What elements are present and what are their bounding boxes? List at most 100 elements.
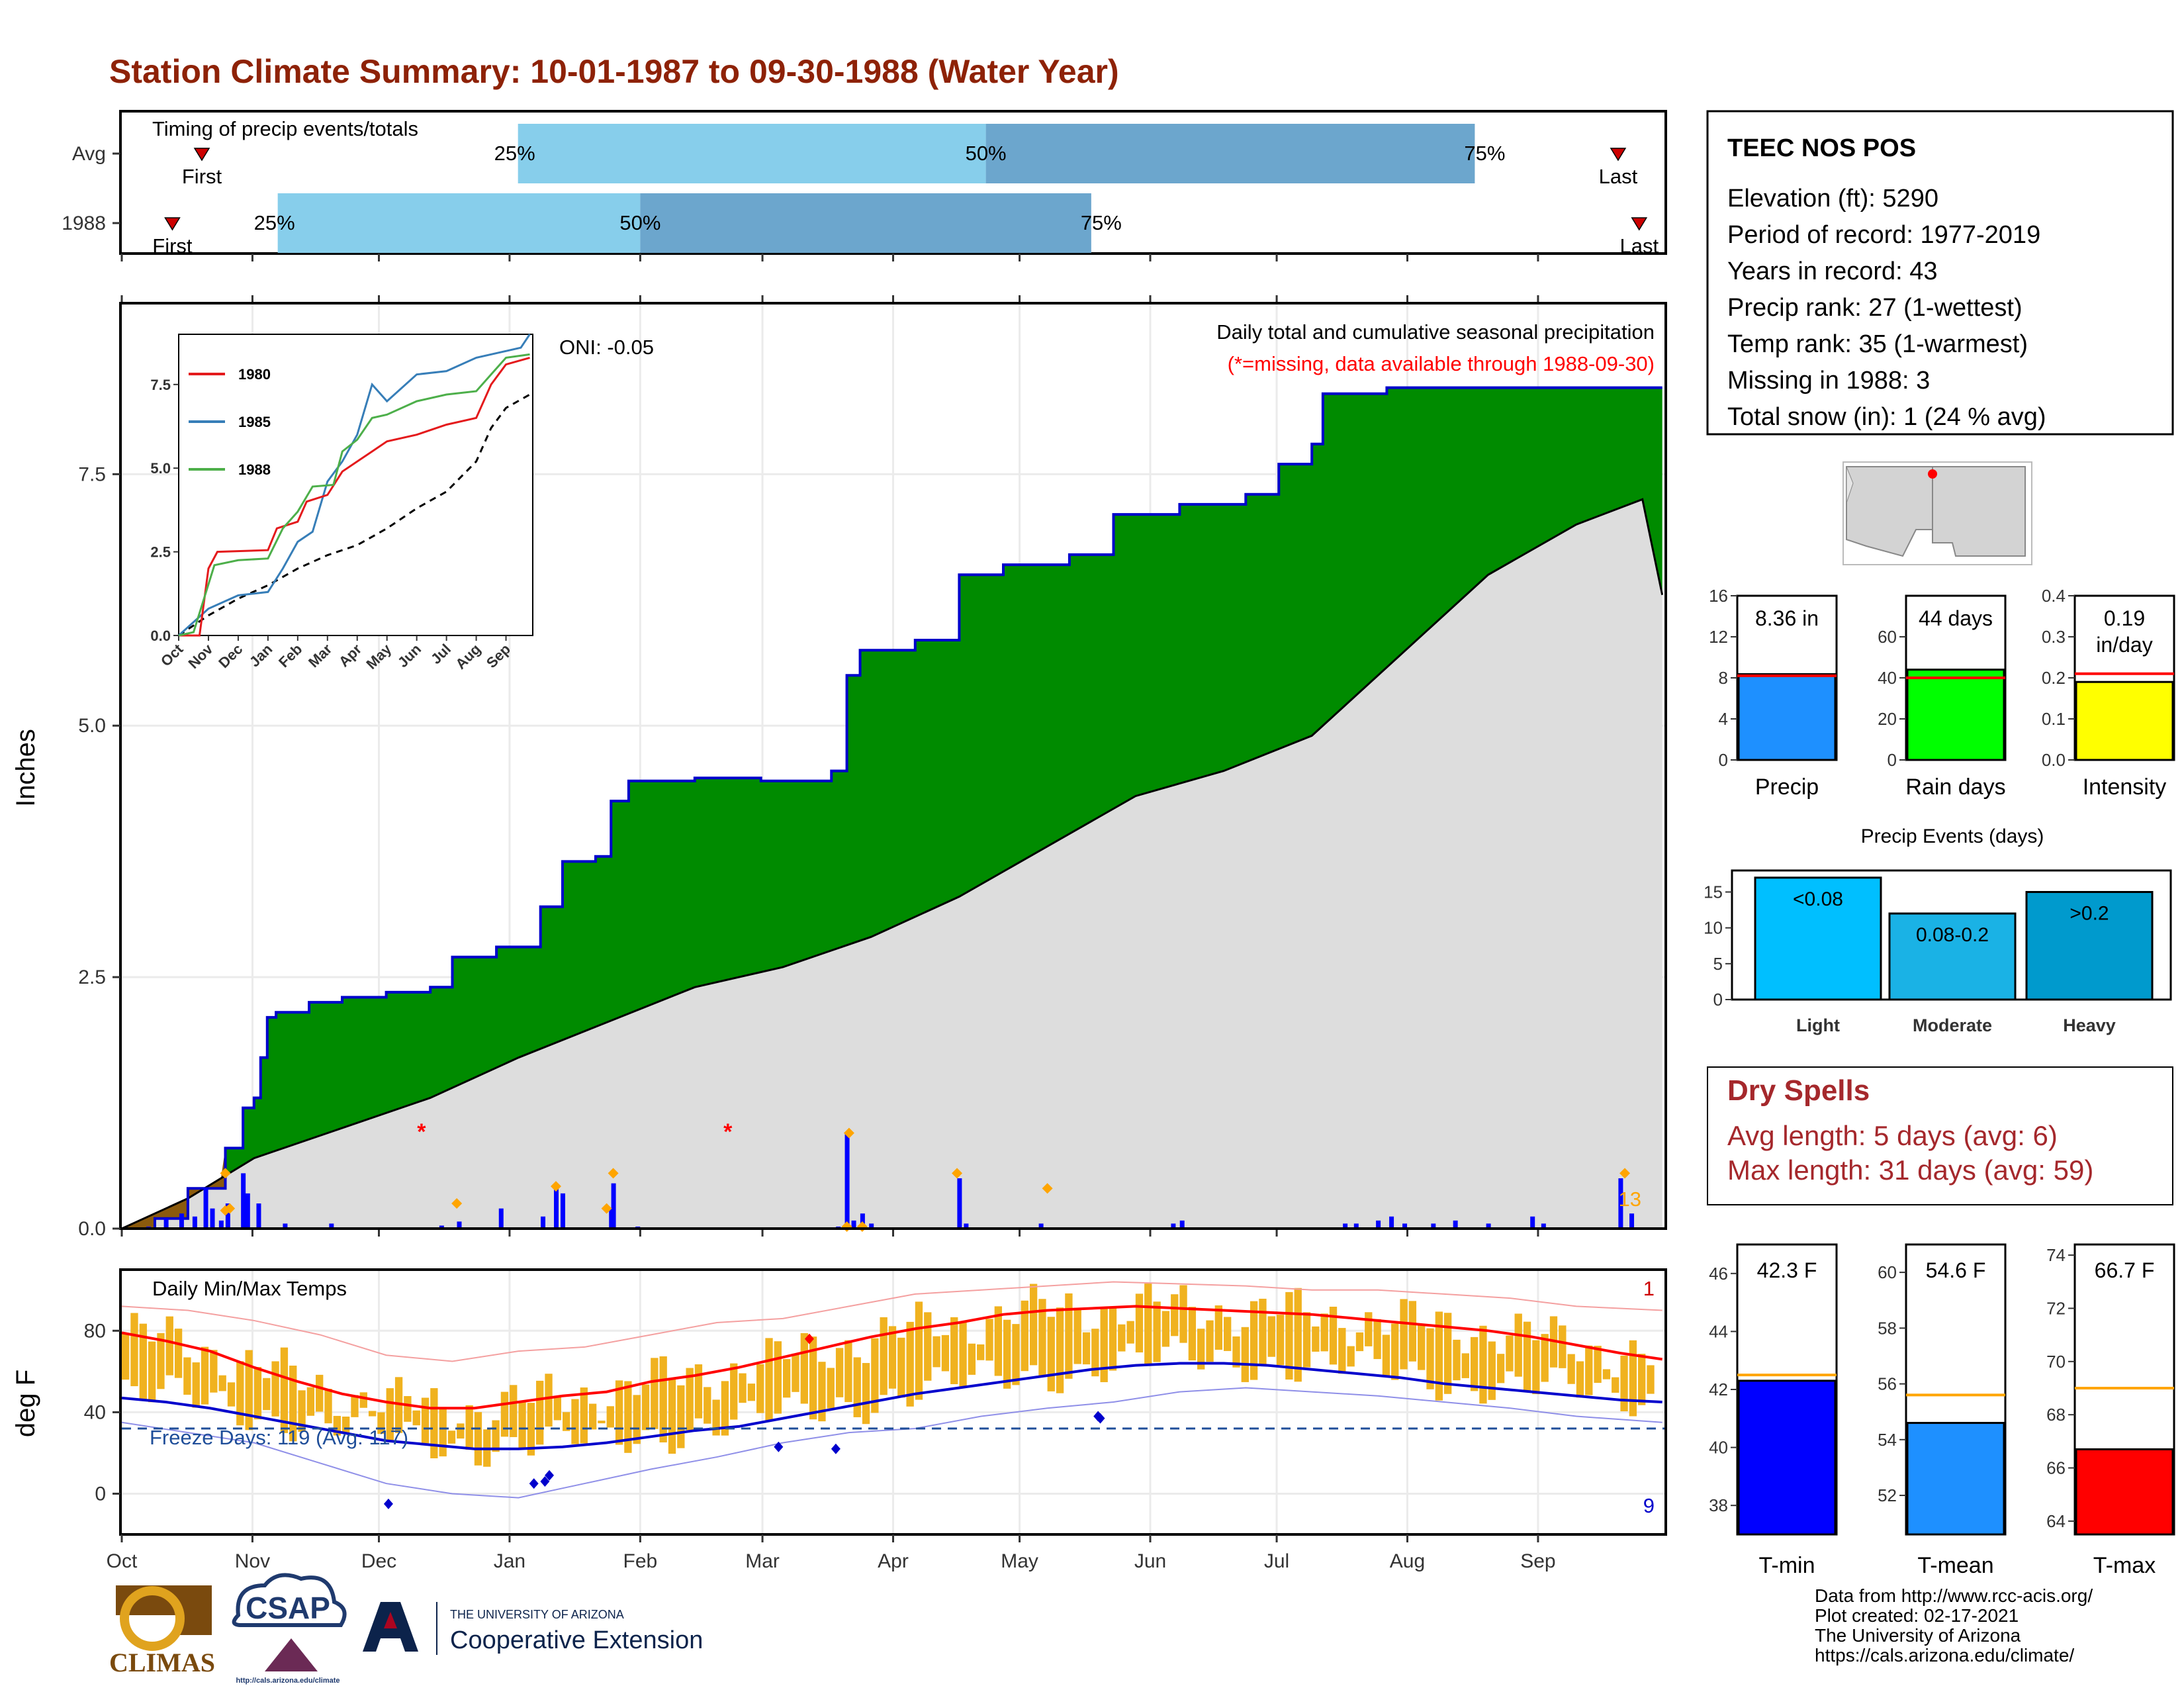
- daily-temp-range-bar: [553, 1396, 562, 1421]
- inset-y-tick-label: 5.0: [150, 460, 171, 477]
- average-precip-area: [122, 499, 1662, 1229]
- daily-precip-bar: [1629, 1213, 1635, 1229]
- daily-temp-range-bar: [730, 1363, 738, 1420]
- record-low-marker-icon: [529, 1478, 539, 1489]
- month-label: Nov: [235, 1550, 270, 1572]
- events-category-label: Moderate: [1913, 1015, 1992, 1035]
- daily-temp-range-bar: [1021, 1300, 1028, 1372]
- record-min-line: [121, 1387, 1662, 1499]
- credit-line: The University of Arizona: [1815, 1625, 2021, 1646]
- csap-cloud-icon: [232, 1573, 347, 1627]
- csap-logo-text: CSAP: [246, 1591, 330, 1625]
- daily-temp-range-bar: [377, 1412, 385, 1434]
- daily-precip-bar: [203, 1188, 208, 1229]
- daily-temp-range-bar: [148, 1341, 156, 1403]
- csap-logo: CSAP http://cals.arizona.edu/climate: [232, 1573, 347, 1685]
- daily-temp-range-bar: [298, 1390, 306, 1432]
- daily-precip-bar: [225, 1203, 230, 1229]
- daily-temp-range-bar: [174, 1329, 183, 1378]
- daily-temp-range-bar: [721, 1381, 729, 1436]
- timing-last-label: Last: [1619, 234, 1659, 258]
- daily-temp-range-bar: [1012, 1324, 1020, 1385]
- timing-bar-25-50: [518, 124, 986, 183]
- station-info-line: Elevation (ft): 5290: [1727, 185, 1938, 212]
- daily-temp-range-bar: [316, 1374, 324, 1412]
- temp-summary-bar: [1906, 1422, 2005, 1536]
- temp-summary-tick-label: 54: [1878, 1430, 1897, 1450]
- daily-temp-range-bar: [439, 1407, 447, 1457]
- daily-temp-range-bar: [1003, 1319, 1011, 1389]
- temp-summary-tick-label: 40: [1709, 1438, 1728, 1458]
- daily-temp-range-bar: [800, 1333, 808, 1404]
- daily-temp-range-bar: [950, 1317, 958, 1385]
- daily-temp-range-bar: [1559, 1325, 1567, 1368]
- daily-temp-range-bar: [1294, 1288, 1302, 1382]
- daily-temp-range-bar: [545, 1374, 553, 1427]
- daily-temp-range-bar: [1206, 1320, 1214, 1362]
- inset-1980-line: [179, 356, 530, 637]
- last-marker-icon: [1610, 148, 1627, 162]
- record-max-line: [121, 1281, 1662, 1362]
- precip-summary-tick-label: 60: [1878, 627, 1897, 647]
- daily-temp-range-bar: [1435, 1311, 1443, 1401]
- daily-precip-bar: [611, 1183, 616, 1229]
- daily-temp-range-bar: [739, 1373, 747, 1403]
- daily-temp-range-bar: [1188, 1307, 1197, 1361]
- daily-temp-range-bar: [615, 1380, 623, 1445]
- daily-temp-range-bar: [1470, 1336, 1479, 1391]
- daily-temp-range-bar: [1567, 1354, 1575, 1384]
- temp-summary-tick-label: 60: [1878, 1262, 1897, 1282]
- daily-precip-bar: [1179, 1220, 1185, 1229]
- daily-temp-range-bar: [1259, 1298, 1267, 1366]
- timing-p50-label: 50%: [966, 142, 1007, 165]
- daily-temp-range-bar: [1585, 1345, 1593, 1395]
- oni-text: ONI: -0.05: [559, 336, 654, 359]
- daily-temp-range-bar: [1638, 1354, 1646, 1405]
- events-y-tick-label: 5: [1713, 954, 1723, 974]
- station-info-box: TEEC NOS POS Elevation (ft): 5290 Period …: [1706, 110, 2174, 436]
- daily-precip-bar: [256, 1203, 261, 1229]
- daily-precip-bar: [1453, 1220, 1458, 1229]
- average-precip-line: [121, 498, 1664, 1230]
- info-frame: [1706, 110, 2174, 436]
- daily-precip-bar: [179, 1213, 184, 1229]
- timing-p75-label: 75%: [1464, 142, 1505, 165]
- daily-temp-range-bar: [447, 1430, 456, 1444]
- precip-summary-tick-label: 0.2: [2042, 668, 2066, 688]
- daily-precip-bar: [241, 1173, 246, 1229]
- events-bar: [1754, 876, 1882, 1001]
- new-mexico-shape: [1932, 466, 2026, 557]
- daily-temp-range-bar: [633, 1395, 641, 1444]
- daily-temp-range-bar: [253, 1367, 262, 1420]
- daily-precip-bar: [541, 1216, 546, 1229]
- climas-logo-swirl: [120, 1586, 185, 1651]
- daily-temp-range-bar: [1338, 1328, 1346, 1374]
- daily-temp-range-bar: [704, 1387, 711, 1424]
- daily-temp-range-bar: [500, 1391, 509, 1437]
- daily-precip-bar: [957, 1178, 962, 1229]
- precip-summary-value: 44 days: [1919, 606, 1993, 630]
- dry-max-length: Max length: 31 days (avg: 59): [1727, 1154, 2093, 1186]
- temp-summary-tick-label: 74: [2046, 1245, 2066, 1265]
- inset-average-line: [178, 393, 531, 637]
- daily-temp-range-bar: [1056, 1307, 1064, 1393]
- precip-summary-tick-label: 0.3: [2042, 627, 2066, 647]
- events-bar: [1888, 912, 2017, 1001]
- daily-precip-bar: [210, 1208, 215, 1229]
- temp-summary-label: T-min: [1759, 1553, 1815, 1578]
- average-max-line: [121, 1305, 1662, 1410]
- events-bar-label: >0.2: [2070, 903, 2109, 925]
- daily-temp-range-bar: [1100, 1307, 1108, 1382]
- climas-logo: CLIMAS: [109, 1585, 215, 1677]
- precip-summary-tick-label: 0.0: [2042, 750, 2066, 770]
- month-label: Feb: [623, 1550, 658, 1572]
- daily-temp-range-bar: [421, 1397, 430, 1444]
- temp-summary-bar: [2075, 1448, 2174, 1536]
- daily-temp-range-bar: [1285, 1291, 1293, 1380]
- precip-y-tick-label: 5.0: [78, 715, 106, 737]
- daily-temp-range-bar: [1171, 1294, 1179, 1336]
- daily-temp-range-bar: [1276, 1315, 1285, 1366]
- station-name: TEEC NOS POS: [1727, 134, 1916, 162]
- temp-label: Daily Min/Max Temps: [152, 1277, 347, 1300]
- daily-precip-bar: [1486, 1223, 1491, 1229]
